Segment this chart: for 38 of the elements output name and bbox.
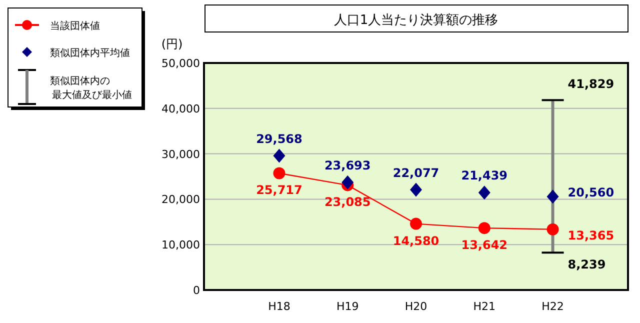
data-label: 29,568 — [256, 132, 302, 146]
data-label: 21,439 — [461, 168, 508, 183]
data-label: 13,365 — [568, 228, 614, 242]
point — [410, 218, 422, 230]
y-tick-label: 20,000 — [162, 193, 200, 206]
x-tick-label: H22 — [542, 300, 564, 313]
text: 類似団体内の — [50, 75, 110, 87]
text: 最大値及び最小値 — [52, 89, 132, 101]
y-tick-label: 0 — [193, 284, 200, 297]
y-tick-label: 40,000 — [162, 102, 200, 116]
legend-label: 類似団体内平均値 — [50, 47, 130, 59]
x-tick-label: H18 — [268, 300, 290, 313]
data-label: 23,085 — [324, 195, 371, 210]
x-tick-label: H19 — [336, 300, 359, 313]
x-tick-label: H21 — [473, 300, 496, 313]
data-label: 20,560 — [568, 186, 614, 200]
y-tick-label: 30,000 — [162, 148, 200, 161]
chart-title: 人口1人当たり決算額の推移 — [334, 13, 498, 28]
y-tick-label: 50,000 — [162, 57, 200, 70]
annotation: 41,829 — [568, 77, 614, 92]
point — [478, 186, 490, 200]
point — [273, 148, 286, 163]
data-label: 23,693 — [324, 158, 371, 172]
data-label: 14,580 — [392, 234, 440, 248]
legend-label: 当該団体値 — [50, 20, 100, 32]
data-label: 25,717 — [256, 183, 302, 198]
point — [478, 222, 490, 234]
point — [546, 223, 559, 236]
point — [342, 175, 354, 190]
data-label: 22,077 — [392, 166, 440, 180]
x-tick-label: H20 — [404, 300, 428, 313]
point — [410, 182, 422, 197]
point — [273, 167, 286, 180]
y-tick-label: 10,000 — [162, 238, 200, 252]
point — [546, 190, 559, 204]
data-label: 13,642 — [461, 238, 508, 252]
y-axis-title: (円) — [161, 37, 183, 51]
annotation: 8,239 — [568, 258, 606, 272]
